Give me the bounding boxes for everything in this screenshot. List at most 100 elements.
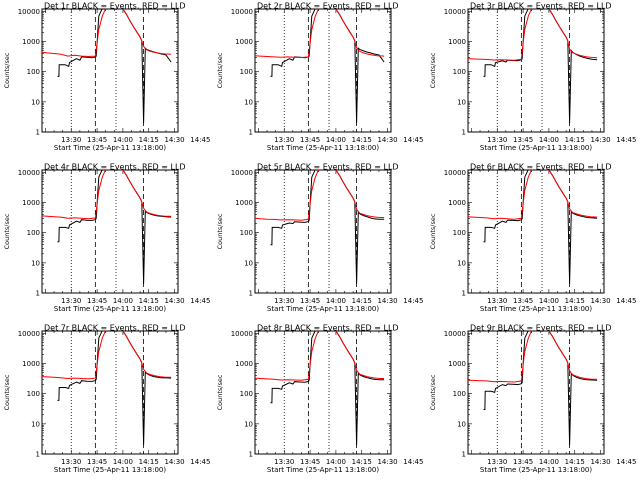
panel-7-series-group bbox=[42, 331, 172, 445]
panel-3-plot-frame bbox=[467, 8, 605, 133]
panel-1-chart: Det 1r BLACK = Events, RED = LLD Counts/s… bbox=[3, 2, 210, 153]
panel-7-events-series-line bbox=[57, 331, 172, 445]
panel-6-x-tick-label: 14:45 bbox=[616, 297, 636, 305]
panel-8-x-tick-label: 13:30 bbox=[274, 458, 294, 466]
panel-9-events-series-line bbox=[483, 331, 598, 445]
panel-2-lld-series-line bbox=[255, 9, 385, 59]
panel-4-y-tick-label: 10000 bbox=[18, 169, 40, 177]
panel-9-x-tick-label: 14:45 bbox=[616, 458, 636, 466]
panel-3-title: Det 3r BLACK = Events, RED = LLD bbox=[470, 2, 612, 11]
panel-9-y-tick-label: 10000 bbox=[444, 330, 466, 338]
panel-2-y-tick-label: 10 bbox=[244, 98, 253, 106]
panel-8-y-tick-label: 10 bbox=[244, 420, 253, 428]
panel-7-ylabel: Counts/sec bbox=[3, 374, 11, 410]
panel-4-ylabel: Counts/sec bbox=[3, 213, 11, 249]
panel-6-x-tick-label: 14:30 bbox=[590, 297, 610, 305]
panel-5-x-tick-label: 14:00 bbox=[326, 297, 346, 305]
panel-1-x-tick-label: 14:15 bbox=[139, 136, 159, 144]
panel-1-series-group bbox=[42, 9, 172, 123]
panel-6-ylabel: Counts/sec bbox=[429, 213, 437, 249]
panel-8-events-series-line bbox=[270, 331, 385, 445]
panel-9-y-tick-label: 1 bbox=[462, 451, 466, 459]
panel-5-plot-frame bbox=[254, 169, 392, 294]
panel-3-y-tick-label: 1 bbox=[462, 129, 466, 137]
panel-2-x-tick-label: 14:00 bbox=[326, 136, 346, 144]
panel-4-xlabel: Start Time (25-Apr-11 13:18:00) bbox=[54, 305, 166, 313]
panel-1-xlabel: Start Time (25-Apr-11 13:18:00) bbox=[54, 144, 166, 152]
panel-4-x-tick-label: 14:30 bbox=[164, 297, 184, 305]
panel-2-x-tick-label: 14:15 bbox=[352, 136, 372, 144]
panel-8-x-tick-label: 14:15 bbox=[352, 458, 372, 466]
panel-7-x-tick-label: 14:45 bbox=[190, 458, 210, 466]
panel-2-x-tick-label: 14:30 bbox=[377, 136, 397, 144]
panel-7-lld-series-line bbox=[42, 331, 172, 380]
panel-7-plot-frame bbox=[41, 330, 179, 455]
panel-1-y-tick-label: 1000 bbox=[22, 38, 40, 46]
panel-6-y-tick-label: 10000 bbox=[444, 169, 466, 177]
panel-9-x-tick-label: 13:45 bbox=[513, 458, 533, 466]
panel-7-y-tick-label: 10000 bbox=[18, 330, 40, 338]
panel-1-events-series-line bbox=[57, 9, 172, 123]
panel-7-xlabel: Start Time (25-Apr-11 13:18:00) bbox=[54, 466, 166, 474]
panel-9-x-tick-label: 13:30 bbox=[487, 458, 507, 466]
panel-9-plot-frame bbox=[467, 330, 605, 455]
panel-7-y-tick-label: 10 bbox=[31, 420, 40, 428]
panel-3-x-tick-label: 14:45 bbox=[616, 136, 636, 144]
panel-3-xlabel: Start Time (25-Apr-11 13:18:00) bbox=[480, 144, 592, 152]
panel-6-x-tick-label: 13:30 bbox=[487, 297, 507, 305]
panel-8-xlabel: Start Time (25-Apr-11 13:18:00) bbox=[267, 466, 379, 474]
panel-1-x-tick-label: 13:45 bbox=[87, 136, 107, 144]
panel-8-y-tick-label: 100 bbox=[240, 390, 253, 398]
panel-6-lld-series-line bbox=[468, 170, 598, 220]
panel-6-plot-frame bbox=[467, 169, 605, 294]
panel-8-x-tick-label: 13:45 bbox=[300, 458, 320, 466]
panel-4-x-tick-label: 14:45 bbox=[190, 297, 210, 305]
panel-3-y-tick-label: 10000 bbox=[444, 8, 466, 16]
panel-7-chart: Det 7r BLACK = Events, RED = LLD Counts/s… bbox=[3, 324, 210, 475]
panel-9-y-tick-label: 1000 bbox=[448, 360, 466, 368]
panel-2-events-series-line bbox=[270, 9, 385, 123]
panel-5-x-tick-label: 14:15 bbox=[352, 297, 372, 305]
panel-9-y-tick-label: 10 bbox=[457, 420, 466, 428]
panel-4-x-tick-label: 13:45 bbox=[87, 297, 107, 305]
panel-3-x-tick-label: 14:00 bbox=[539, 136, 559, 144]
panel-2-y-tick-label: 100 bbox=[240, 68, 253, 76]
panel-9-chart: Det 9r BLACK = Events, RED = LLD Counts/s… bbox=[429, 324, 636, 475]
panel-7-y-tick-label: 1000 bbox=[22, 360, 40, 368]
panel-3-x-tick-label: 14:30 bbox=[590, 136, 610, 144]
panel-5-chart: Det 5r BLACK = Events, RED = LLD Counts/s… bbox=[216, 163, 423, 314]
panel-1-x-tick-label: 14:30 bbox=[164, 136, 184, 144]
panel-6-chart: Det 6r BLACK = Events, RED = LLD Counts/s… bbox=[429, 163, 636, 314]
panel-3-y-tick-label: 100 bbox=[453, 68, 466, 76]
panel-3-events-series-line bbox=[483, 9, 598, 123]
panel-2-x-tick-label: 13:45 bbox=[300, 136, 320, 144]
panel-7-x-tick-label: 14:00 bbox=[113, 458, 133, 466]
panel-8-ylabel: Counts/sec bbox=[216, 374, 224, 410]
panel-2-chart: Det 2r BLACK = Events, RED = LLD Counts/s… bbox=[216, 2, 423, 153]
panel-7-x-tick-label: 13:30 bbox=[61, 458, 81, 466]
panel-1-ylabel: Counts/sec bbox=[3, 52, 11, 88]
panel-3-lld-series-line bbox=[468, 9, 598, 61]
panel-1-y-tick-label: 10 bbox=[31, 98, 40, 106]
panel-6-x-tick-label: 14:00 bbox=[539, 297, 559, 305]
panel-7-x-tick-label: 14:30 bbox=[164, 458, 184, 466]
panel-4-events-series-line bbox=[57, 170, 172, 284]
panel-5-x-tick-label: 13:45 bbox=[300, 297, 320, 305]
panel-8-y-tick-label: 10000 bbox=[231, 330, 253, 338]
panel-8-x-tick-label: 14:30 bbox=[377, 458, 397, 466]
panel-1-y-tick-label: 100 bbox=[27, 68, 40, 76]
panel-6-series-group bbox=[468, 170, 598, 284]
panel-6-events-series-line bbox=[483, 170, 598, 284]
panel-3-x-tick-label: 13:45 bbox=[513, 136, 533, 144]
panel-5-y-tick-label: 10 bbox=[244, 259, 253, 267]
panel-4-plot-frame bbox=[41, 169, 179, 294]
panel-3-y-tick-label: 1000 bbox=[448, 38, 466, 46]
panel-5-y-tick-label: 1000 bbox=[235, 199, 253, 207]
panel-6-y-tick-label: 1000 bbox=[448, 199, 466, 207]
panel-5-xlabel: Start Time (25-Apr-11 13:18:00) bbox=[267, 305, 379, 313]
panel-1-lld-series-line bbox=[42, 9, 172, 58]
panel-8-title: Det 8r BLACK = Events, RED = LLD bbox=[257, 324, 399, 333]
panel-6-x-tick-label: 14:15 bbox=[565, 297, 585, 305]
